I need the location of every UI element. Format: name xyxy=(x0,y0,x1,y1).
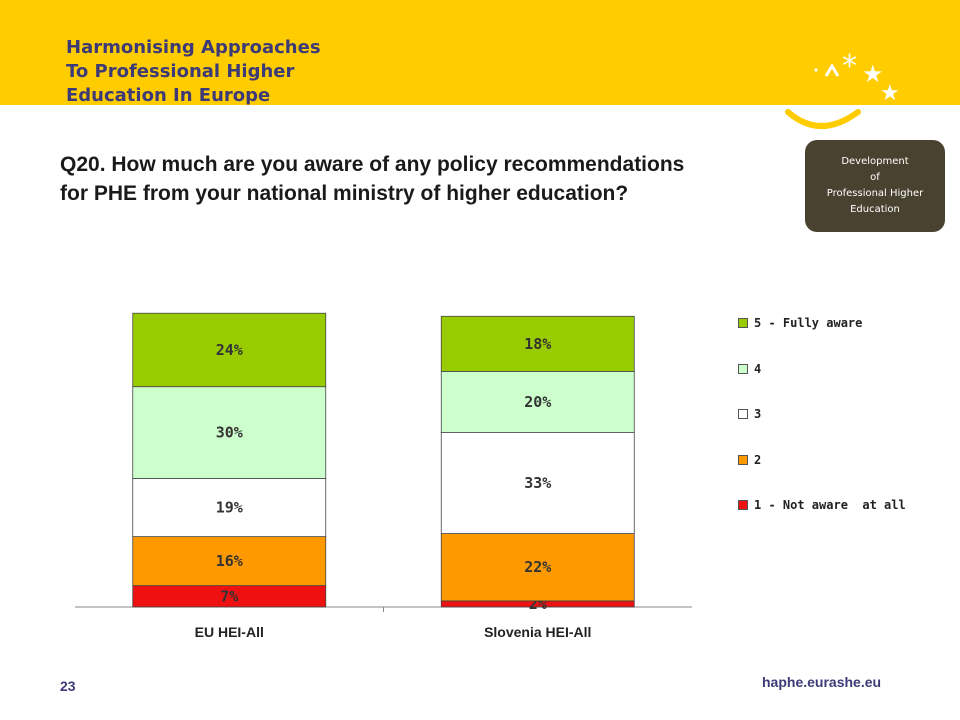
section-tag-line-3: Professional Higher xyxy=(826,188,924,199)
data-label: 18% xyxy=(524,335,551,353)
section-tag-line-4: Education xyxy=(850,204,900,215)
bar-segment xyxy=(440,432,635,534)
category-label: EU HEI-All xyxy=(195,624,264,640)
chart-legend: 5 - Fully aware 4 3 2 1 - Not aware at all xyxy=(738,313,938,541)
legend-label: 4 xyxy=(754,361,762,376)
bar-segment xyxy=(440,370,635,433)
legend-label: 2 xyxy=(754,452,762,467)
brand-line-2: To Professional Higher xyxy=(66,61,295,82)
data-label: 22% xyxy=(524,558,551,576)
legend-item: 2 xyxy=(738,450,938,470)
site-url[interactable]: haphe.eurashe.eu xyxy=(762,674,882,690)
legend-label: 3 xyxy=(754,407,762,421)
legend-swatch xyxy=(738,500,748,510)
data-label: 30% xyxy=(216,424,243,442)
brand-line-3: Education In Europe xyxy=(66,85,271,106)
legend-item: 3 xyxy=(738,404,938,424)
legend-label: 1 - Not aware at all xyxy=(754,498,906,512)
section-tag: Development of Professional Higher Educa… xyxy=(805,140,945,232)
bar-segment xyxy=(440,315,635,372)
section-tag-line-2: of xyxy=(870,172,880,183)
legend-swatch xyxy=(738,409,748,419)
data-label: 19% xyxy=(216,499,243,517)
category-label: Slovenia HEI-All xyxy=(484,624,591,640)
legend-swatch xyxy=(738,454,748,465)
legend-item: 4 xyxy=(738,359,938,379)
brand-title: Harmonising Approaches To Professional H… xyxy=(66,36,321,108)
chart-title: Q20. How much are you aware of any polic… xyxy=(60,150,800,208)
legend-item: 5 - Fully aware xyxy=(738,313,938,333)
data-label: 33% xyxy=(524,474,551,492)
data-label: 7% xyxy=(220,587,238,605)
svg-text:*: * xyxy=(842,49,857,84)
data-label: 20% xyxy=(524,393,551,411)
bar-segment xyxy=(440,533,635,602)
data-label: 24% xyxy=(216,341,243,359)
eu-stars-logo-icon: * ★ ★ xyxy=(785,49,900,129)
bar-segment xyxy=(132,312,327,388)
bar-segment xyxy=(132,536,327,586)
svg-text:★: ★ xyxy=(880,81,900,106)
header-banner xyxy=(0,0,960,105)
legend-label: 5 - Fully aware xyxy=(754,316,863,330)
chart-title-line-1: Q20. How much are you aware of any polic… xyxy=(60,153,685,176)
page-number: 23 xyxy=(60,678,76,694)
brand-line-1: Harmonising Approaches xyxy=(66,37,321,58)
section-tag-line-1: Development xyxy=(841,156,909,167)
bar-segment xyxy=(132,478,327,538)
chart-title-line-2: for PHE from your national ministry of h… xyxy=(60,182,629,205)
svg-text:★: ★ xyxy=(862,60,884,88)
legend-swatch xyxy=(738,318,748,328)
legend-item: 1 - Not aware at all xyxy=(738,495,938,515)
data-label: 16% xyxy=(216,552,243,570)
legend-swatch xyxy=(738,363,748,374)
